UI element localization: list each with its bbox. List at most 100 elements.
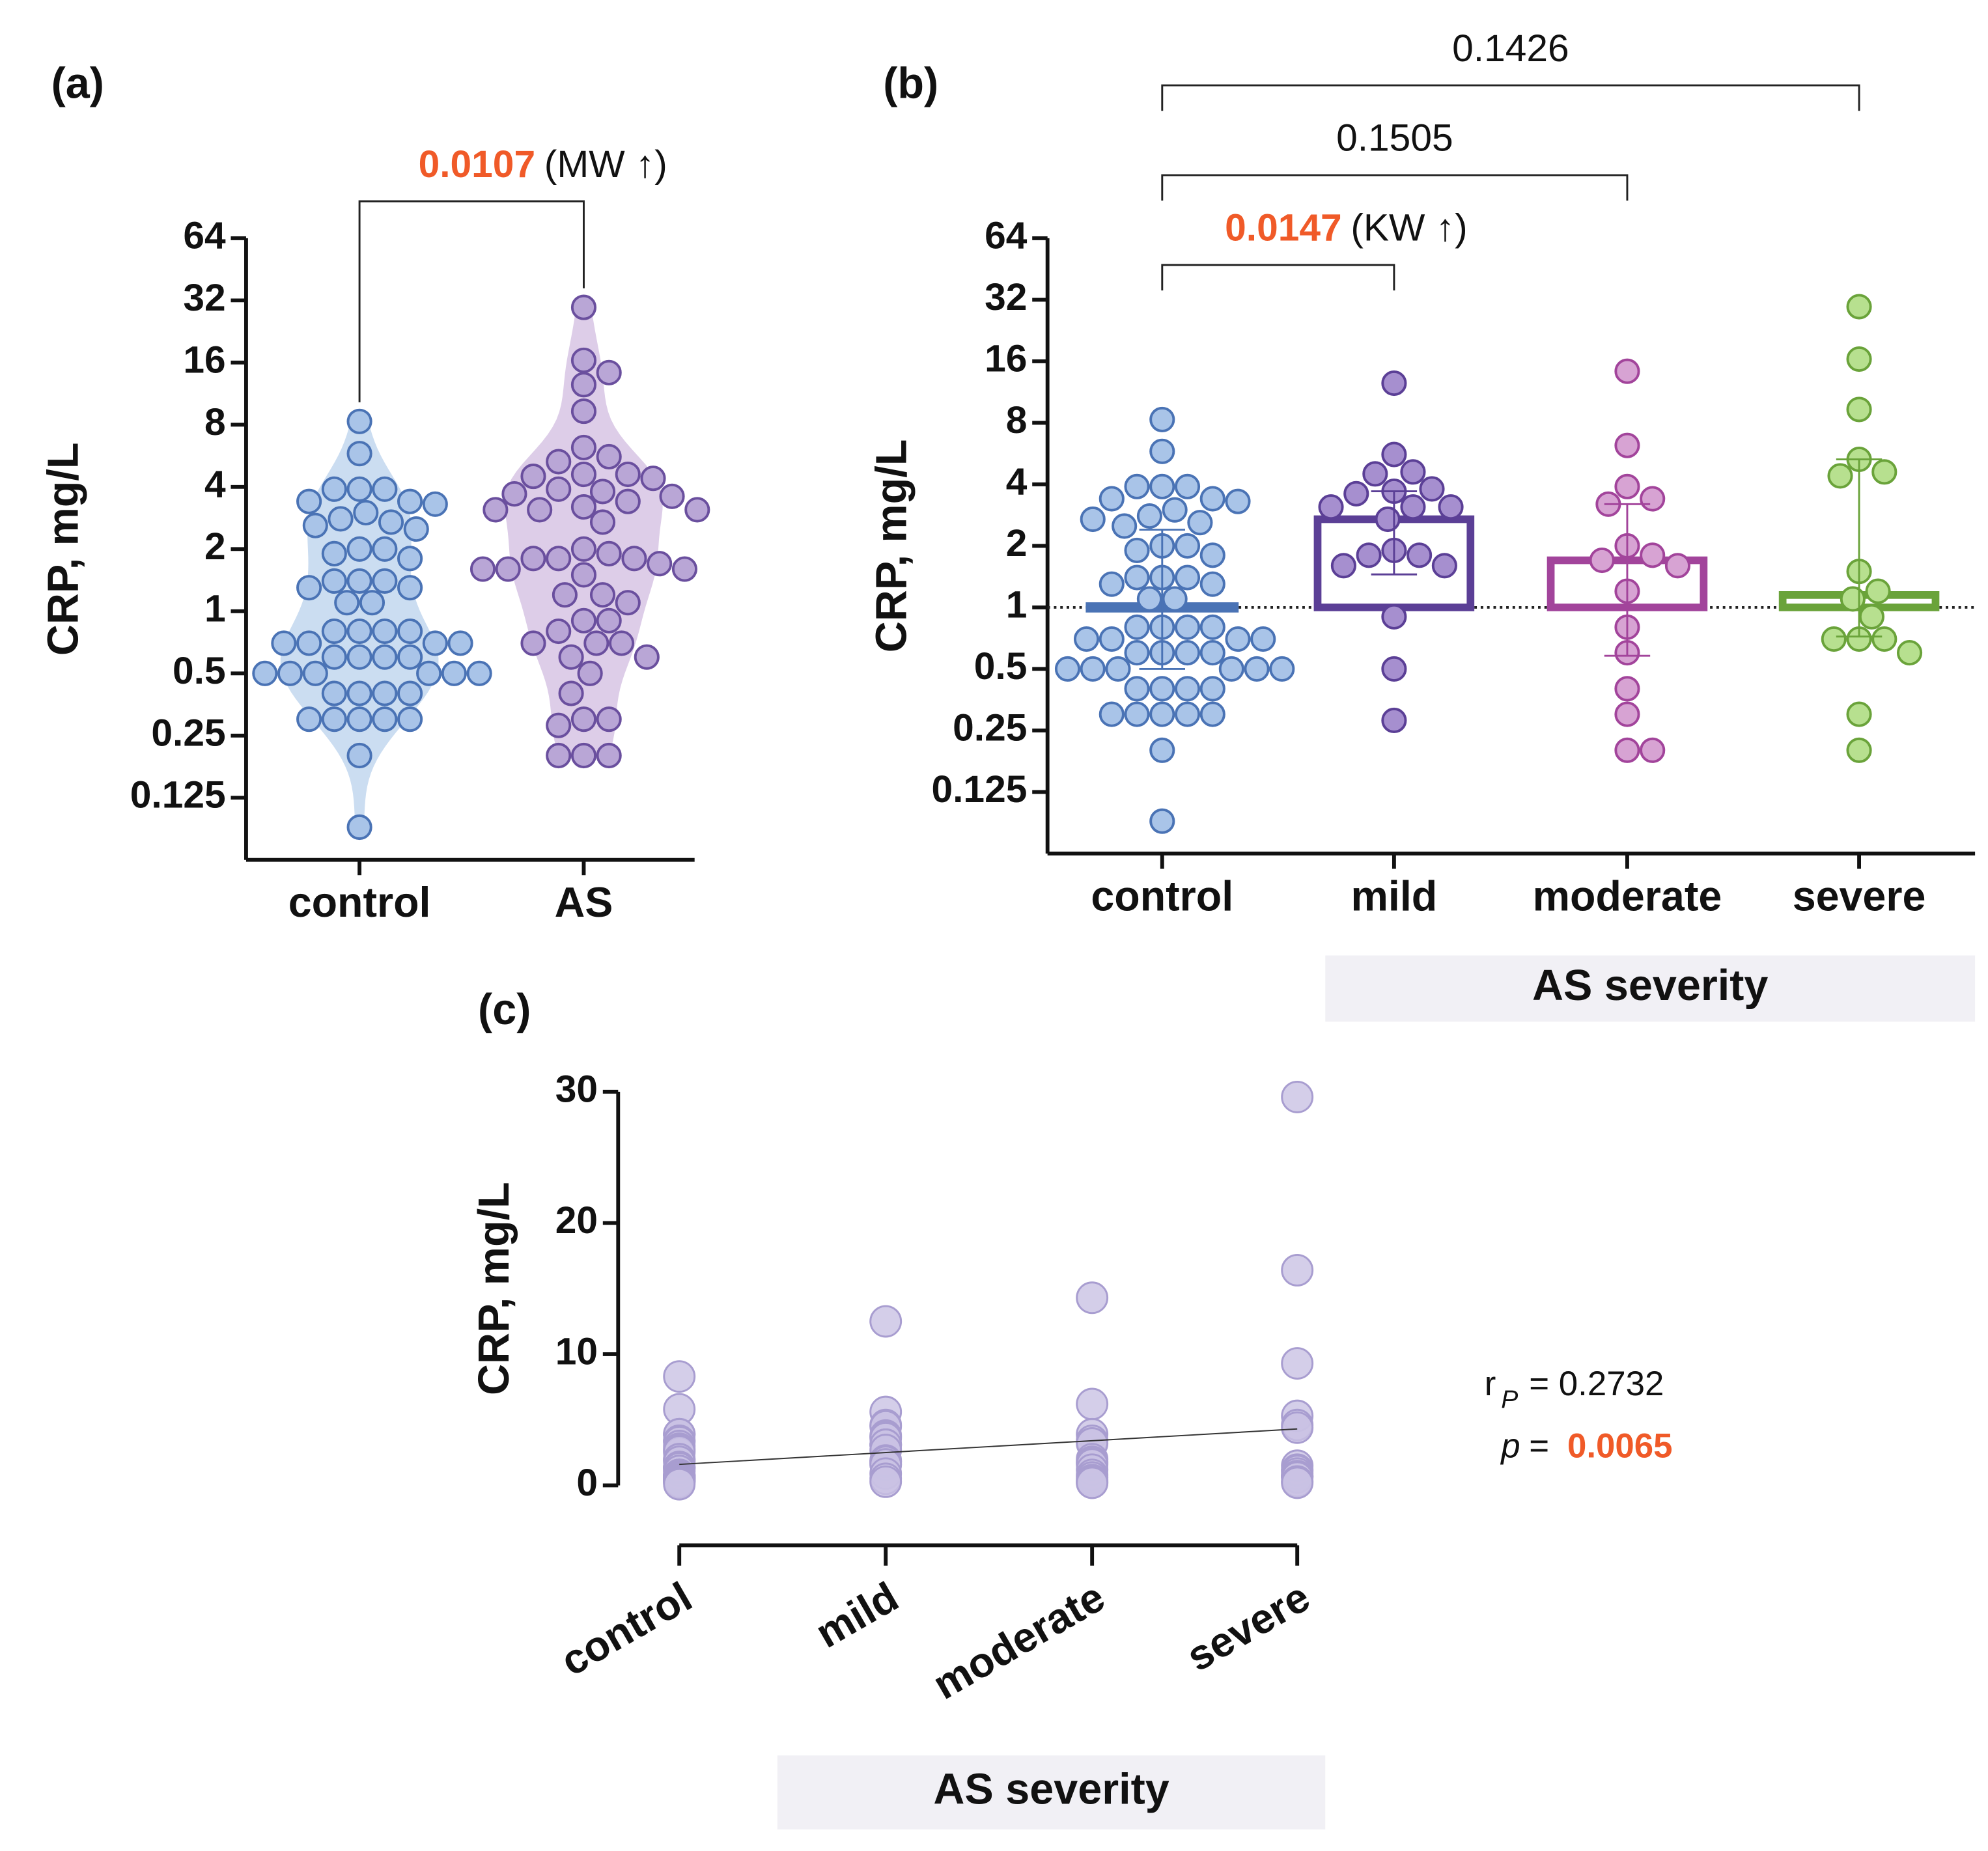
- y-tick-label: 16: [985, 337, 1027, 380]
- data-point: [546, 742, 572, 769]
- data-point: [570, 347, 597, 374]
- data-point: [495, 556, 521, 582]
- data-point: [558, 680, 584, 706]
- data-point: [570, 398, 597, 424]
- data-point: [397, 488, 423, 514]
- data-point: [1381, 707, 1407, 734]
- data-point: [321, 476, 347, 502]
- stat-label: = 0.2732: [1529, 1365, 1664, 1403]
- x-tick-label: control: [553, 1573, 699, 1685]
- data-point: [659, 483, 685, 509]
- data-point: [1199, 614, 1225, 640]
- data-point: [466, 660, 492, 686]
- data-point: [321, 540, 347, 566]
- data-point: [1080, 656, 1106, 682]
- data-point: [296, 488, 322, 514]
- data-point: [609, 630, 635, 656]
- x-tick-label: moderate: [925, 1573, 1113, 1708]
- data-point: [1174, 676, 1201, 702]
- error-bar: [1139, 529, 1185, 670]
- data-point: [1124, 640, 1150, 666]
- data-point: [1381, 656, 1407, 682]
- x-tick-label: severe: [1793, 872, 1926, 919]
- error-bar: [1604, 503, 1651, 657]
- p-value: 0.0147: [1225, 207, 1342, 249]
- data-point: [372, 476, 398, 502]
- data-point: [447, 630, 473, 656]
- stat-value: 0.0065: [1567, 1427, 1673, 1466]
- data-point: [615, 590, 641, 616]
- data-point: [1438, 494, 1464, 520]
- data-point: [570, 294, 597, 320]
- data-point: [416, 660, 442, 686]
- stat-label: r: [1485, 1365, 1496, 1403]
- data-point: [277, 660, 303, 686]
- data-point: [321, 706, 347, 732]
- comparison-bracket: [1161, 174, 1629, 201]
- data-point: [252, 660, 278, 686]
- x-axis-label: AS severity: [933, 1766, 1169, 1814]
- data-point: [353, 499, 379, 526]
- data-point: [1281, 1080, 1314, 1113]
- y-tick-label: 16: [183, 339, 225, 381]
- stat-label: p: [1500, 1427, 1520, 1466]
- data-point: [596, 742, 622, 769]
- data-point: [546, 546, 572, 572]
- data-point: [1099, 486, 1125, 512]
- y-axis-label: CRP, mg/L: [867, 439, 916, 653]
- x-tick-label: AS: [555, 879, 613, 926]
- data-point: [1174, 701, 1201, 727]
- data-point: [596, 359, 622, 385]
- data-point: [296, 575, 322, 601]
- data-point: [570, 742, 597, 769]
- data-point: [1375, 506, 1401, 533]
- data-point: [1112, 513, 1138, 539]
- y-tick-label: 8: [204, 401, 226, 443]
- data-point: [570, 494, 597, 520]
- data-point: [1218, 656, 1244, 682]
- y-tick-label: 0.5: [173, 650, 226, 692]
- data-point: [1281, 1347, 1314, 1380]
- y-tick-label: 8: [1006, 399, 1028, 441]
- fit-line: [679, 1428, 1298, 1466]
- data-point: [1124, 614, 1150, 640]
- data-point: [1431, 553, 1457, 579]
- data-point: [1269, 656, 1295, 682]
- data-point: [1281, 1253, 1314, 1287]
- data-point: [1199, 701, 1225, 727]
- data-point: [1199, 542, 1225, 568]
- data-point: [1640, 486, 1666, 512]
- x-tick-label: severe: [1179, 1573, 1317, 1680]
- data-point: [1614, 701, 1640, 727]
- data-point: [640, 466, 666, 492]
- data-point: [1124, 473, 1150, 499]
- stat-label: =: [1529, 1427, 1549, 1466]
- data-point: [1149, 406, 1175, 432]
- data-point: [1054, 656, 1081, 682]
- data-point: [321, 644, 347, 670]
- data-point: [1174, 533, 1201, 559]
- data-point: [372, 536, 398, 562]
- x-tick-label: mild: [1351, 872, 1438, 919]
- y-tick-label: 64: [183, 214, 226, 257]
- y-tick-label: 32: [985, 276, 1027, 318]
- x-axis-label-box: [777, 1755, 1326, 1830]
- data-point: [1105, 656, 1131, 682]
- y-tick-label: 4: [204, 463, 226, 505]
- error-bar: [1371, 490, 1418, 576]
- data-point: [372, 706, 398, 732]
- data-point: [1124, 676, 1150, 702]
- data-point: [334, 590, 360, 616]
- data-point: [1199, 486, 1225, 512]
- data-point: [1821, 626, 1847, 652]
- data-point: [663, 1360, 696, 1393]
- data-point: [346, 618, 372, 645]
- x-tick-label: mild: [807, 1573, 906, 1657]
- data-point: [1362, 461, 1388, 487]
- data-point: [1199, 640, 1225, 666]
- data-point: [1419, 476, 1445, 502]
- data-point: [1381, 604, 1407, 630]
- y-tick-label: 0.125: [130, 774, 226, 816]
- data-point: [1318, 494, 1344, 520]
